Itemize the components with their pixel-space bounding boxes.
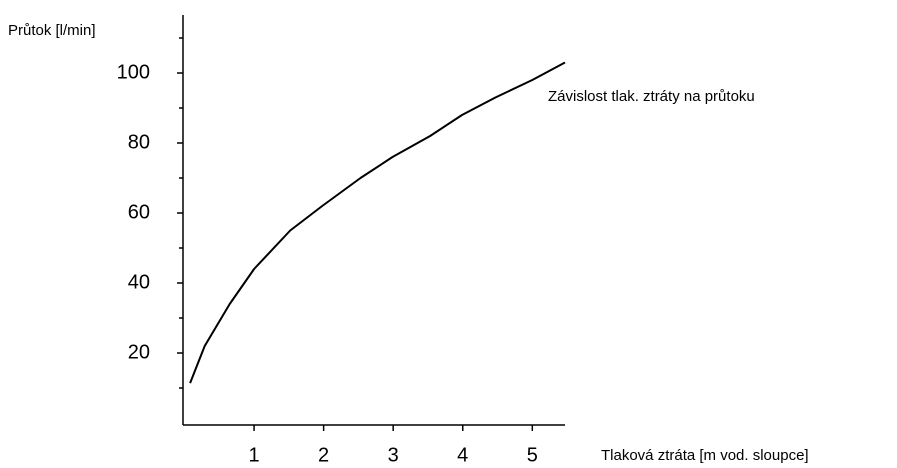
x-axis-label: Tlaková ztráta [m vod. sloupce]	[601, 447, 809, 464]
line	[189, 61, 566, 384]
y-tick-label: 80	[128, 131, 150, 153]
x-tick-label: 3	[388, 444, 399, 466]
y-tick-label: 60	[128, 201, 150, 223]
annotation: Závislost tlak. ztráty na průtoku	[548, 88, 755, 105]
x-tick-label: 2	[318, 444, 329, 466]
x-tick-label: 5	[527, 444, 538, 466]
y-axis-label: Průtok [l/min]	[8, 22, 96, 39]
y-tick-label: 100	[117, 61, 150, 83]
y-tick-label: 20	[128, 341, 150, 363]
x-tick-label: 1	[248, 444, 259, 466]
x-tick-label: 4	[457, 444, 468, 466]
y-tick-label: 40	[128, 271, 150, 293]
